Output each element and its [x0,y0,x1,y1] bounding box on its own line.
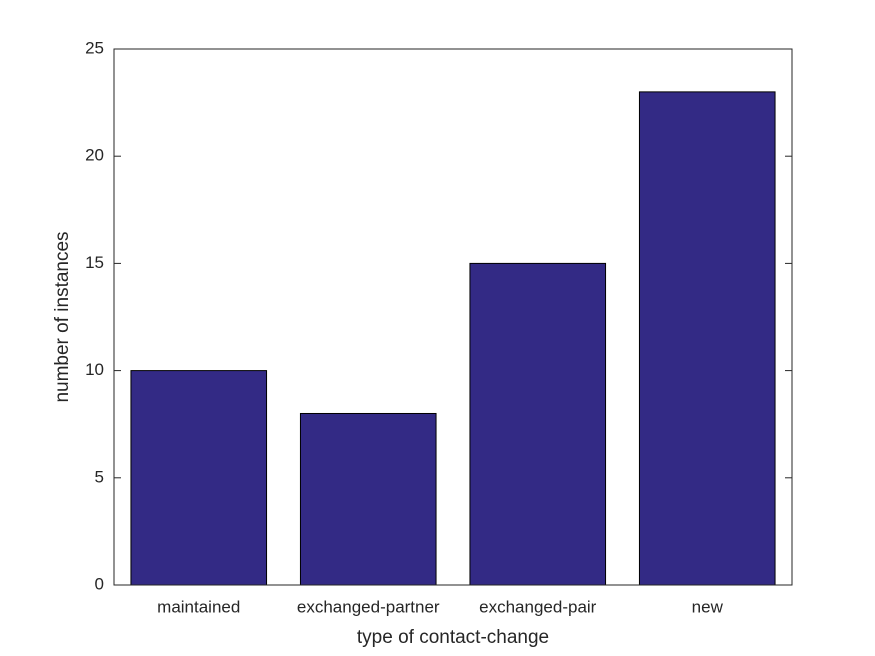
x-tick-label: exchanged-pair [479,597,597,616]
y-tick-label: 15 [85,253,104,272]
x-tick-label: new [692,597,724,616]
y-tick-label: 20 [85,146,104,165]
bar [469,262,607,586]
y-axis-label: number of instances [52,231,73,402]
y-tick-label: 5 [95,467,104,486]
x-tick-label: maintained [157,597,240,616]
y-tick-label: 25 [85,38,104,57]
bar [130,370,268,586]
x-axis-label: type of contact-change [357,627,549,648]
y-tick-label: 0 [95,574,104,593]
x-tick-label: exchanged-partner [297,597,440,616]
bar [299,412,437,586]
axes-box [113,48,793,586]
bar [638,91,776,586]
y-tick-label: 10 [85,360,104,379]
